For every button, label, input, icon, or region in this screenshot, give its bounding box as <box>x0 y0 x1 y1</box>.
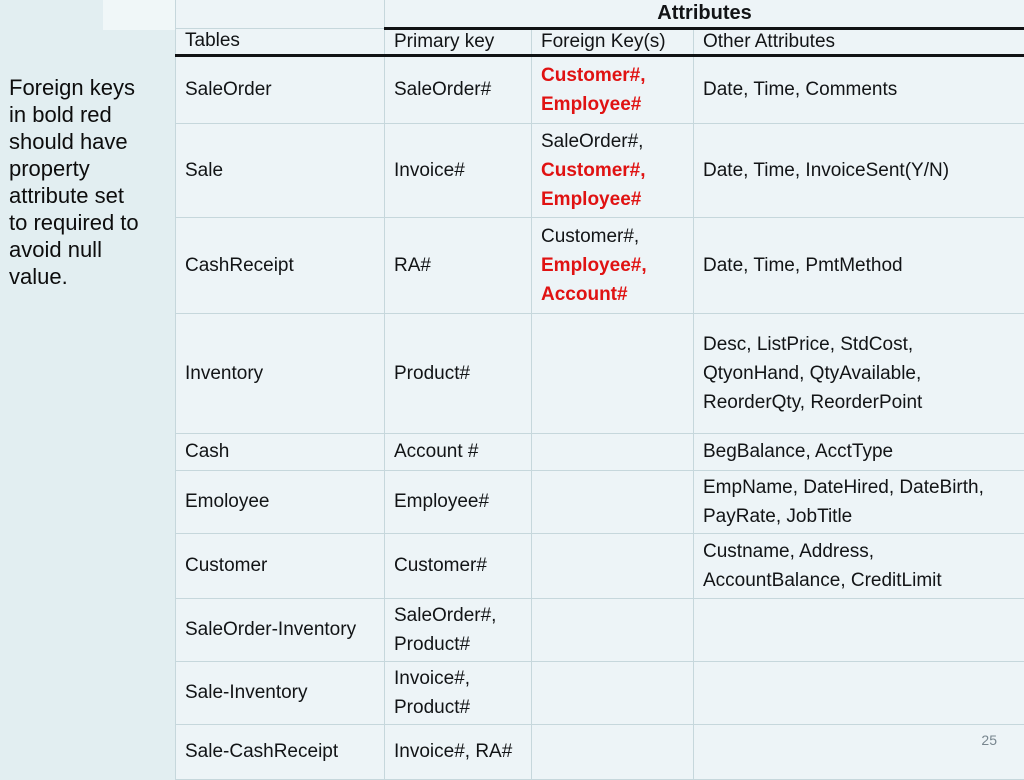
cell-table-name: CashReceipt <box>176 217 385 313</box>
foreign-key-red: Customer#, <box>541 61 689 90</box>
cell-table-name: Emoloyee <box>176 470 385 533</box>
cell-other-attributes: BegBalance, AcctType <box>694 433 1024 470</box>
cell-foreign-keys: Customer#,Employee#,Account# <box>532 217 694 313</box>
side-note: Foreign keys in bold red should have pro… <box>9 74 179 290</box>
foreign-key-red: Employee# <box>541 90 689 119</box>
cell-other-attributes: Date, Time, PmtMethod <box>694 217 1024 313</box>
column-header-tables: Tables <box>176 28 385 55</box>
cell-table-name: Sale <box>176 123 385 217</box>
foreign-key-red: Employee#, <box>541 251 689 280</box>
column-header-foreign-keys: Foreign Key(s) <box>532 28 694 55</box>
cell-table-name: Sale-CashReceipt <box>176 724 385 779</box>
cell-other-attributes: Date, Time, InvoiceSent(Y/N) <box>694 123 1024 217</box>
foreign-key: Customer#, <box>541 222 689 251</box>
cell-other-attributes: Desc, ListPrice, StdCost, QtyonHand, Qty… <box>694 313 1024 433</box>
cell-primary-key: RA# <box>385 217 532 313</box>
cell-other-attributes: Date, Time, Comments <box>694 55 1024 123</box>
cell-foreign-keys: Customer#,Employee# <box>532 55 694 123</box>
cell-primary-key: SaleOrder#, Product# <box>385 598 532 661</box>
cell-table-name: SaleOrder <box>176 55 385 123</box>
cell-foreign-keys <box>532 433 694 470</box>
cell-primary-key: Invoice#, Product# <box>385 661 532 724</box>
cell-other-attributes <box>694 598 1024 661</box>
cell-primary-key: Account # <box>385 433 532 470</box>
cell-primary-key: Invoice#, RA# <box>385 724 532 779</box>
cell-other-attributes: Custname, Address, AccountBalance, Credi… <box>694 533 1024 598</box>
foreign-key: SaleOrder#, <box>541 127 689 156</box>
column-header-primary-key: Primary key <box>385 28 532 55</box>
foreign-key-red: Customer#, <box>541 156 689 185</box>
cell-foreign-keys: SaleOrder#,Customer#,Employee# <box>532 123 694 217</box>
cell-table-name: Inventory <box>176 313 385 433</box>
page-number: 25 <box>981 732 997 748</box>
cell-other-attributes: EmpName, DateHired, DateBirth, PayRate, … <box>694 470 1024 533</box>
foreign-key-red: Account# <box>541 280 689 309</box>
cell-primary-key: Employee# <box>385 470 532 533</box>
column-header-other-attributes: Other Attributes <box>694 28 1024 55</box>
column-header-row: Tables Primary key Foreign Key(s) Other … <box>176 28 1024 55</box>
cell-table-name: SaleOrder-Inventory <box>176 598 385 661</box>
cell-primary-key: SaleOrder# <box>385 55 532 123</box>
cell-other-attributes <box>694 661 1024 724</box>
cell-foreign-keys <box>532 661 694 724</box>
cell-foreign-keys <box>532 724 694 779</box>
cell-other-attributes <box>694 724 1024 779</box>
cell-foreign-keys <box>532 533 694 598</box>
attributes-span-header: Attributes <box>385 0 1024 28</box>
foreign-key-red: Employee# <box>541 185 689 214</box>
attributes-table: Attributes Tables Primary key Foreign Ke… <box>175 0 1024 780</box>
cell-table-name: Cash <box>176 433 385 470</box>
attributes-header-row: Attributes <box>176 0 1024 28</box>
corner-cell <box>176 0 385 28</box>
top-left-highlight <box>103 0 175 30</box>
cell-table-name: Customer <box>176 533 385 598</box>
cell-foreign-keys <box>532 470 694 533</box>
cell-primary-key: Invoice# <box>385 123 532 217</box>
cell-primary-key: Product# <box>385 313 532 433</box>
cell-primary-key: Customer# <box>385 533 532 598</box>
cell-foreign-keys <box>532 598 694 661</box>
cell-table-name: Sale-Inventory <box>176 661 385 724</box>
cell-foreign-keys <box>532 313 694 433</box>
